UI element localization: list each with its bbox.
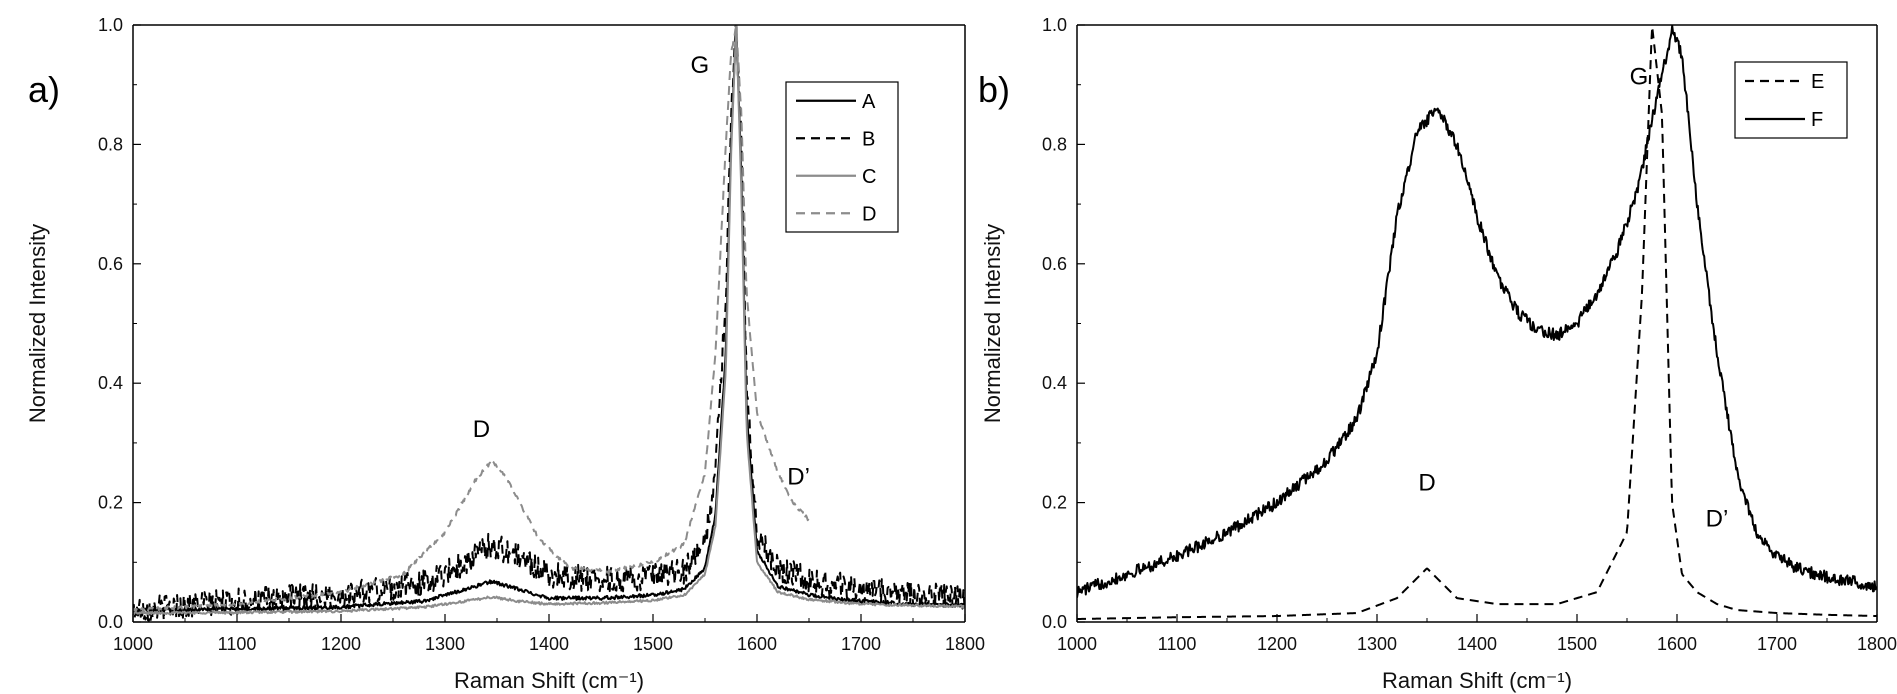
x-tick-label: 1400 (1457, 634, 1497, 654)
y-axis-title: Normalized Intensity (25, 224, 50, 423)
legend-label-B: B (862, 128, 875, 150)
y-tick-label: 1.0 (98, 15, 123, 35)
x-tick-label: 1500 (1557, 634, 1597, 654)
x-tick-label: 1400 (529, 634, 569, 654)
y-axis-title: Normalized Intensity (980, 224, 1005, 423)
y-tick-label: 0.4 (1042, 373, 1067, 393)
x-tick-label: 1000 (113, 634, 153, 654)
series-line-E (1077, 25, 1877, 621)
x-tick-label: 1600 (737, 634, 777, 654)
peak-annotation: D’ (1706, 505, 1729, 532)
y-tick-label: 0.6 (1042, 254, 1067, 274)
chart-panel-2: 1000 1100 1200 1300 1400 1500 1600 1700 1800 0.0 0… (978, 15, 1897, 693)
peak-annotation: G (1630, 64, 1649, 91)
x-tick-label: 1100 (218, 634, 257, 654)
x-tick-label: 1100 (1158, 634, 1197, 654)
peak-annotation: D (1418, 470, 1435, 497)
series-line-D (133, 25, 810, 613)
series-group (1077, 25, 1877, 621)
x-tick-label: 1800 (945, 634, 985, 654)
panel-label: b) (978, 69, 1010, 110)
x-tick-label: 1300 (1357, 634, 1397, 654)
y-tick-label: 0.0 (1042, 612, 1067, 632)
x-tick-label: 1600 (1657, 634, 1697, 654)
y-tick-label: 1.0 (1042, 15, 1067, 35)
legend-box (1734, 61, 1848, 139)
x-tick-label: 1000 (1057, 634, 1097, 654)
y-tick-label: 0.6 (98, 254, 123, 274)
y-tick-label: 0.0 (98, 612, 123, 632)
legend: EF (1734, 61, 1848, 139)
peak-annotation: D (473, 416, 490, 443)
x-tick-label: 1300 (425, 634, 465, 654)
legend-box (785, 81, 899, 233)
legend-label-D: D (862, 203, 876, 225)
x-axis-title: Raman Shift (cm⁻¹) (454, 668, 644, 693)
legend-label-E: E (1811, 71, 1824, 93)
legend-label-C: C (862, 166, 876, 188)
series-line-F (1077, 25, 1877, 598)
y-tick-label: 0.4 (98, 373, 123, 393)
series-line-B (133, 25, 965, 622)
x-tick-label: 1200 (321, 634, 361, 654)
peak-annotation: G (690, 52, 709, 79)
x-tick-label: 1200 (1257, 634, 1297, 654)
x-tick-label: 1500 (633, 634, 673, 654)
panel-label: a) (28, 69, 60, 110)
x-tick-label: 1700 (841, 634, 881, 654)
series-line-C (133, 25, 965, 616)
y-tick-label: 0.2 (1042, 493, 1067, 513)
x-axis-title: Raman Shift (cm⁻¹) (1382, 668, 1572, 693)
series-group (133, 25, 965, 622)
x-tick-label: 1800 (1857, 634, 1897, 654)
series-line-A (133, 25, 965, 613)
x-tick-label: 1700 (1757, 634, 1797, 654)
y-tick-label: 0.8 (98, 134, 123, 154)
y-tick-label: 0.2 (98, 493, 123, 513)
chart-panel-1: 1000 1100 1200 1300 1400 1500 1600 1700 1800 0.0 0… (25, 15, 985, 693)
y-tick-label: 0.8 (1042, 134, 1067, 154)
peak-annotation: D’ (787, 464, 810, 491)
legend-label-F: F (1811, 109, 1823, 131)
legend-label-A: A (862, 91, 876, 113)
